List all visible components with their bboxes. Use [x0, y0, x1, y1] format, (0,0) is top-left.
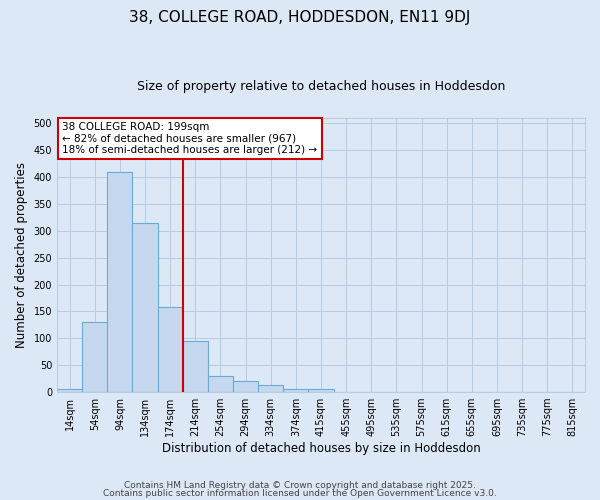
Bar	[158, 307, 183, 392]
Title: Size of property relative to detached houses in Hoddesdon: Size of property relative to detached ho…	[137, 80, 505, 93]
Bar	[133, 222, 158, 392]
Bar	[82, 322, 107, 392]
X-axis label: Distribution of detached houses by size in Hoddesdon: Distribution of detached houses by size …	[161, 442, 481, 455]
Bar	[258, 384, 283, 392]
Text: Contains public sector information licensed under the Open Government Licence v3: Contains public sector information licen…	[103, 488, 497, 498]
Text: 38 COLLEGE ROAD: 199sqm
← 82% of detached houses are smaller (967)
18% of semi-d: 38 COLLEGE ROAD: 199sqm ← 82% of detache…	[62, 122, 317, 155]
Bar	[57, 390, 82, 392]
Text: Contains HM Land Registry data © Crown copyright and database right 2025.: Contains HM Land Registry data © Crown c…	[124, 481, 476, 490]
Bar	[233, 382, 258, 392]
Text: 38, COLLEGE ROAD, HODDESDON, EN11 9DJ: 38, COLLEGE ROAD, HODDESDON, EN11 9DJ	[130, 10, 470, 25]
Y-axis label: Number of detached properties: Number of detached properties	[15, 162, 28, 348]
Bar	[283, 390, 308, 392]
Bar	[308, 390, 334, 392]
Bar	[208, 376, 233, 392]
Bar	[183, 341, 208, 392]
Bar	[107, 172, 133, 392]
